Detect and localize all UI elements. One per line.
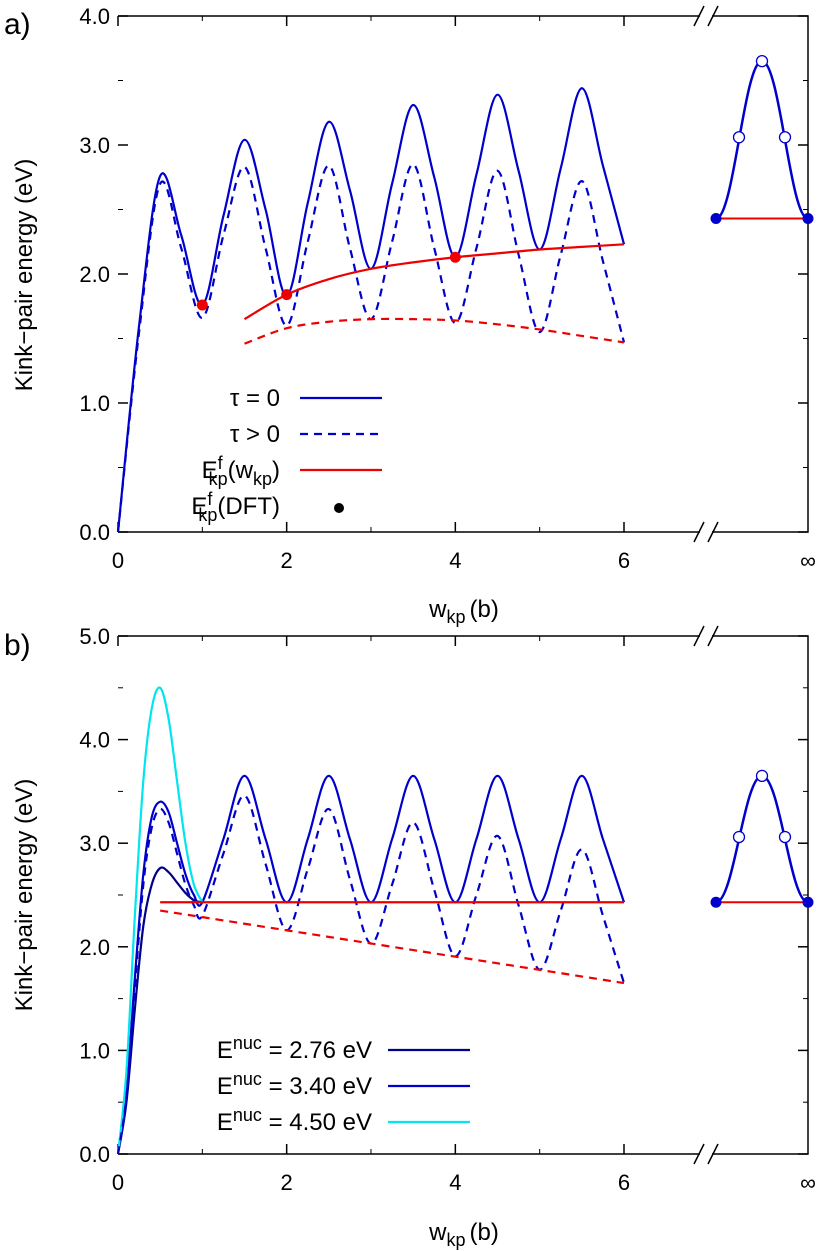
- series-line-tau0: [116, 87, 626, 533]
- panel-b-label: b): [4, 629, 31, 662]
- legend-swatch-dot: [334, 503, 344, 513]
- panel-a-xlabel-main: w: [428, 596, 447, 623]
- panel-b-xlabel-unit: (b): [470, 1219, 499, 1246]
- legend-label-end: ): [272, 457, 280, 484]
- x-tick-label: 2: [281, 1170, 293, 1195]
- panel-a-xlabel-sub: kp: [446, 607, 465, 627]
- legend-label-sup: f: [218, 453, 224, 473]
- axis-break-bottom: [693, 521, 719, 543]
- inset-curve: [715, 774, 809, 904]
- legend-label-sup: nuc: [233, 1105, 262, 1125]
- legend-label-sub: kp: [198, 505, 217, 525]
- legend-label: τ = 0: [230, 385, 280, 412]
- panel-b-inset: [710, 769, 814, 908]
- legend-label-sup: f: [207, 489, 213, 509]
- panel-b-axes: 0.0 1.0 2.0 3.0 4.0 5.0 0 2 4 6 ∞: [79, 624, 815, 1195]
- legend-label: Enuc = 3.40 eV: [217, 1069, 372, 1100]
- x-tick-label: 0: [112, 548, 124, 573]
- y-tick-label: 0.0: [79, 1142, 110, 1167]
- panel-a-inset: [710, 55, 814, 225]
- dft-point: [196, 299, 208, 311]
- panel-b-series: [116, 686, 626, 1155]
- y-tick-label: 3.0: [79, 133, 110, 158]
- series-line-enuc_450: [116, 686, 204, 1155]
- series-line-ekp_dashed_b: [159, 909, 625, 985]
- inset-open-circle: [778, 131, 792, 144]
- legend-label-suffix: (DFT): [217, 493, 280, 520]
- y-tick-label: 1.0: [79, 1038, 110, 1063]
- x-tick-label: 6: [618, 548, 630, 573]
- legend-label-main: E: [202, 457, 218, 484]
- panel-a: a) Kink−pair energy (eV) wkp (b) 0.01.02.…: [4, 4, 816, 627]
- panel-a-xlabel-unit: (b): [470, 596, 499, 623]
- x-tick-label-infinity: ∞: [800, 1170, 816, 1195]
- legend-label-sup: nuc: [233, 1033, 262, 1053]
- panel-a-ylabel: Kink−pair energy (eV): [11, 159, 38, 392]
- inset-endpoint: [710, 896, 722, 908]
- y-tick-label: 5.0: [79, 624, 110, 649]
- series-line-tau_pos: [116, 163, 626, 533]
- panel-b-xlabel-main: w: [428, 1219, 447, 1246]
- dft-point: [281, 289, 293, 301]
- legend-label-sup: nuc: [233, 1069, 262, 1089]
- series-line-ekp_dashed: [244, 317, 625, 345]
- panel-a-legend: τ = 0τ > 0Ef kp(wkp)Ef kp(DFT): [191, 385, 382, 525]
- x-tick-label: 4: [449, 1170, 461, 1195]
- panel-b-ylabel: Kink−pair energy (eV): [11, 779, 38, 1012]
- legend-label-main: E: [191, 493, 207, 520]
- y-tick-label: 3.0: [79, 831, 110, 856]
- y-tick-label: 0.0: [79, 520, 110, 545]
- series-line-enuc_276: [116, 866, 203, 1155]
- series-line-enuc_dashed: [116, 794, 626, 1155]
- x-tick-label: 6: [618, 1170, 630, 1195]
- legend-label-suffix: = 2.76 eV: [262, 1037, 372, 1064]
- series-line-enuc_340: [116, 774, 626, 1155]
- panel-b-xlabel: wkp (b): [428, 1219, 499, 1250]
- panel-b-xlabel-sub: kp: [446, 1230, 465, 1250]
- y-tick-label: 2.0: [79, 262, 110, 287]
- legend-label: Ef kp(wkp): [202, 453, 280, 489]
- x-tick-label: 0: [112, 1170, 124, 1195]
- series-line-ekp_solid: [243, 243, 625, 321]
- panel-a-axes: 0.0 1.0 2.0 3.0 4.0 0 2 4 6 ∞: [79, 4, 815, 573]
- legend-label-suffix: = 4.50 eV: [262, 1109, 372, 1136]
- y-tick-label: 4.0: [79, 728, 110, 753]
- axis-break-top: [693, 5, 719, 27]
- inset-curve: [715, 59, 809, 220]
- legend-label-suffix-sub: kp: [253, 469, 272, 489]
- axis-break-bottom: [693, 1143, 719, 1165]
- x-tick-label: 2: [281, 548, 293, 573]
- legend-label: Enuc = 4.50 eV: [217, 1105, 372, 1136]
- panel-a-label: a): [4, 8, 31, 41]
- axis-break-top: [693, 625, 719, 647]
- inset-open-circle: [732, 830, 746, 844]
- legend-label-sub: kp: [209, 469, 228, 489]
- legend-label-suffix: (w: [228, 457, 254, 484]
- inset-open-circle: [755, 55, 769, 68]
- legend-label: Enuc = 2.76 eV: [217, 1033, 372, 1064]
- inset-open-circle: [778, 830, 792, 844]
- legend-label: Ef kp(DFT): [191, 489, 280, 525]
- x-tick-label-infinity: ∞: [800, 548, 816, 573]
- inset-open-circle: [732, 131, 746, 144]
- legend-label: τ > 0: [230, 421, 280, 448]
- legend-label-suffix: = 3.40 eV: [262, 1073, 372, 1100]
- y-tick-label: 2.0: [79, 935, 110, 960]
- legend-label-main: E: [217, 1037, 233, 1064]
- inset-endpoint: [802, 213, 814, 225]
- x-tick-label: 4: [449, 548, 461, 573]
- panel-a-xlabel: wkp (b): [428, 596, 499, 627]
- inset-open-circle: [755, 769, 769, 783]
- panel-b: b) Kink−pair energy (eV) wkp (b) 0.0 1.0 2.…: [4, 624, 816, 1250]
- inset-endpoint: [710, 213, 722, 225]
- legend-label-main: E: [217, 1073, 233, 1100]
- y-tick-label: 1.0: [79, 391, 110, 416]
- panel-a-series: [116, 87, 626, 533]
- dft-point: [449, 251, 461, 263]
- inset-endpoint: [802, 896, 814, 908]
- legend-label-main: E: [217, 1109, 233, 1136]
- y-tick-label: 4.0: [79, 4, 110, 29]
